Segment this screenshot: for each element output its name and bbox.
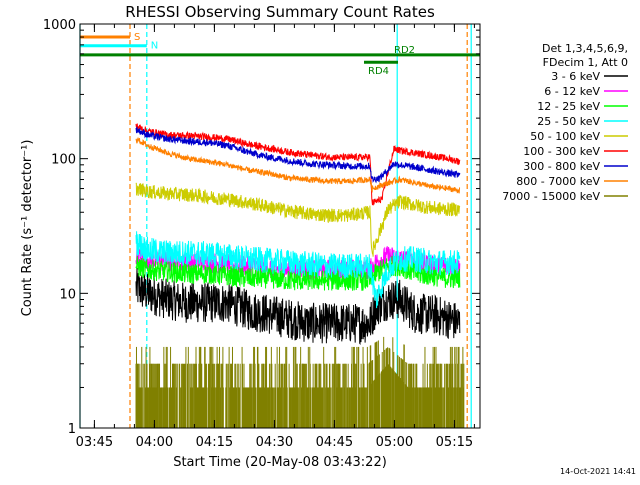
- series-800-7000kev: [135, 136, 461, 194]
- x-tick-label: 05:00: [376, 435, 413, 450]
- x-tick-label: 03:45: [76, 435, 113, 450]
- legend-label: 12 - 25 keV: [537, 100, 600, 113]
- y-tick-label: 1: [68, 422, 76, 437]
- series-3-6kev: [135, 267, 461, 346]
- chart-title: RHESSI Observing Summary Count Rates: [125, 3, 435, 21]
- x-tick-label: 04:30: [256, 435, 293, 450]
- series-100-300kev: [135, 123, 461, 207]
- series-300-800kev: [135, 126, 461, 184]
- y-tick-label: 1000: [43, 18, 76, 33]
- legend-header: FDecim 1, Att 0: [543, 56, 628, 69]
- legend-label: 300 - 800 keV: [523, 160, 600, 173]
- y-axis-title: Count Rate (s⁻¹ detector⁻¹): [20, 140, 35, 317]
- legend-label: 800 - 7000 keV: [516, 175, 600, 188]
- flag-s-label: S: [134, 32, 140, 43]
- x-tick-label: 05:15: [436, 435, 473, 450]
- legend-label: 50 - 100 keV: [530, 130, 600, 143]
- footer-timestamp: 14-Oct-2021 14:41: [560, 467, 636, 476]
- plot-frame: [79, 23, 481, 429]
- x-tick-label: 04:15: [196, 435, 233, 450]
- x-tick-label: 04:00: [136, 435, 173, 450]
- legend-header: Det 1,3,4,5,6,9,: [542, 42, 628, 55]
- x-axis-title: Start Time (20-May-08 03:43:22): [173, 455, 387, 470]
- legend-label: 3 - 6 keV: [551, 70, 600, 83]
- observing-flags: SN RD2 RD4: [80, 32, 480, 77]
- y-tick-label: 100: [51, 153, 76, 168]
- legend-label: 25 - 50 keV: [537, 115, 600, 128]
- series-lines: [135, 123, 465, 428]
- legend-label: 7000 - 15000 keV: [502, 190, 600, 203]
- series-50-100kev: [135, 182, 461, 257]
- flag-n-label: N: [151, 41, 158, 52]
- legend: Det 1,3,4,5,6,9,FDecim 1, Att 03 - 6 keV…: [502, 42, 628, 203]
- legend-label: 100 - 300 keV: [523, 145, 600, 158]
- x-tick-label: 04:45: [316, 435, 353, 450]
- series-25-50kev: [135, 231, 461, 309]
- series-7000-15000kev: [135, 336, 465, 428]
- axes: 1 10 100 1000 03:45 04:00 04:15 04:30 04:45 05:00…: [43, 18, 481, 450]
- y-tick-label: 10: [59, 287, 76, 302]
- flag-rd4-label: RD4: [368, 66, 389, 77]
- flag-rd2-label: RD2: [394, 45, 415, 56]
- legend-label: 6 - 12 keV: [544, 85, 600, 98]
